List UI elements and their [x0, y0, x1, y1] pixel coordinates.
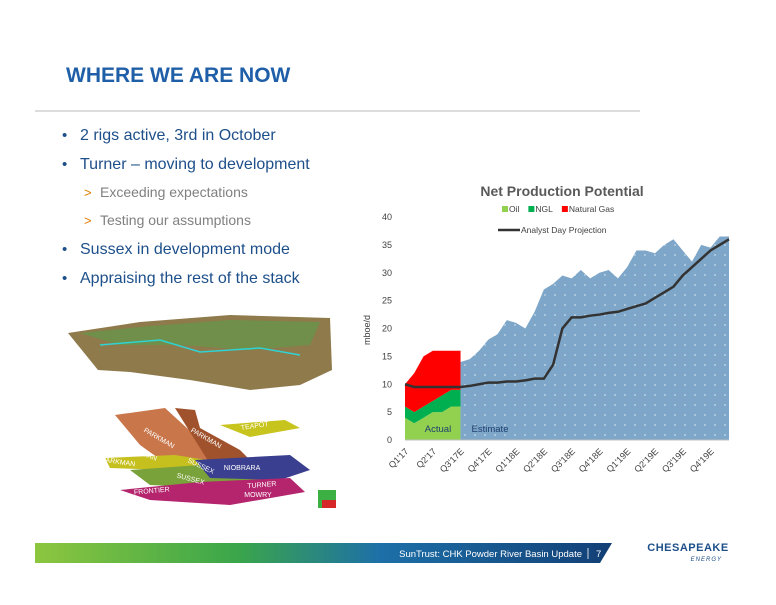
legend-swatch [561, 206, 568, 212]
bullet-text: Turner – moving to development [80, 156, 310, 173]
bullet-marker: • [62, 156, 67, 173]
y-tick-label: 15 [382, 351, 392, 361]
sub-marker: > [84, 185, 92, 200]
layer [115, 408, 230, 470]
area [405, 389, 461, 424]
y-tick-label: 20 [382, 324, 392, 334]
sub-bullet-text: Exceeding expectations [100, 184, 248, 200]
legend-label: NGL [535, 204, 553, 214]
slide-title: WHERE WE ARE NOW [66, 64, 291, 87]
footer-band [35, 543, 612, 563]
layer [175, 408, 260, 472]
y-tick-label: 25 [382, 296, 392, 306]
legend-cube [322, 500, 336, 508]
map-label: FRONTIER [134, 486, 170, 496]
y-axis-label: mboe/d [362, 315, 372, 345]
legend-label: Analyst Day Projection [521, 225, 607, 235]
annotation: Actual [425, 424, 451, 435]
bullet-list: • 2 rigs active, 3rd in October • Turner – … [62, 127, 310, 287]
legend-swatch [502, 206, 508, 212]
layer [220, 420, 300, 437]
wells [99, 339, 301, 356]
sub-bullet-text: Testing our assumptions [100, 212, 251, 228]
map-label: MOWRY [244, 492, 272, 499]
footer-text: SunTrust: CHK Powder River Basin Update [399, 549, 582, 560]
area [405, 350, 461, 413]
map-label: NIOBRARA [224, 465, 261, 472]
y-tick-label: 10 [382, 379, 392, 389]
sub-marker: > [84, 213, 92, 228]
legend-label: Natural Gas [569, 204, 614, 214]
area [405, 406, 461, 440]
layer [120, 478, 305, 505]
layer [195, 455, 310, 480]
y-tick-label: 30 [382, 268, 392, 278]
bullet-text: Sussex in development mode [80, 241, 290, 258]
legend-swatch [528, 206, 535, 212]
bullet-marker: • [62, 270, 67, 287]
line [404, 238, 730, 389]
bullet-text: Appraising the rest of the stack [80, 270, 301, 287]
bullet-marker: • [62, 127, 67, 144]
area [460, 236, 729, 440]
chart-title: Net Production Potential [480, 183, 643, 199]
map-label: TEAPOT [240, 421, 269, 432]
y-tick-label: 0 [387, 435, 392, 445]
map-label: TURNER [247, 481, 277, 491]
bullet-marker: • [62, 241, 67, 258]
y-tick-label: 40 [382, 212, 392, 222]
footer: SunTrust: CHK Powder River Basin Update … [35, 542, 728, 563]
legend-label: Oil [509, 204, 520, 214]
y-tick-label: 5 [387, 407, 392, 417]
terrain-top [80, 320, 320, 350]
annotation: Estimate [472, 424, 509, 435]
logo: CHESAPEAKE [647, 542, 728, 554]
bullet-text: 2 rigs active, 3rd in October [80, 127, 276, 144]
map-label: PARKMAN [101, 457, 136, 469]
logo-sub: ENERGY [691, 557, 722, 563]
page-number: 7 [596, 549, 601, 560]
y-tick-label: 35 [382, 240, 392, 250]
